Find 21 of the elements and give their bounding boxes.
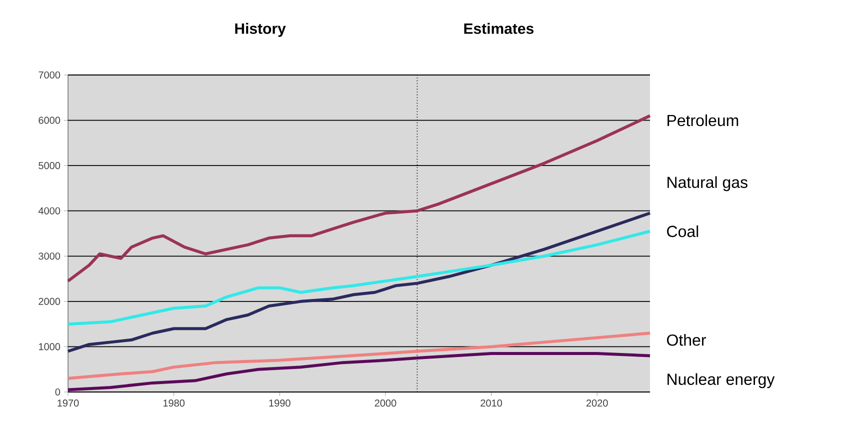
- x-tick-label: 2020: [586, 400, 608, 407]
- y-tick-label: 3000: [38, 252, 60, 260]
- series-label: Natural gas: [668, 176, 748, 192]
- x-tick-label: 2010: [480, 400, 502, 407]
- x-tick-label: 2000: [374, 400, 396, 407]
- x-tick-label: 1990: [269, 400, 290, 407]
- series-label: Other: [666, 334, 706, 346]
- text: History: [235, 22, 286, 37]
- series-label: Petroleum: [668, 114, 738, 126]
- y-tick-label: 0: [55, 388, 60, 396]
- y-tick-label: 2000: [38, 298, 60, 305]
- text: Estimates: [464, 22, 534, 34]
- series-label: Coal: [667, 225, 698, 238]
- series-label: Nuclear energy: [668, 373, 775, 388]
- x-tick-label: 1980: [163, 400, 185, 407]
- y-tick-label: 6000: [38, 116, 60, 124]
- y-tick-label: 4000: [38, 207, 60, 214]
- y-tick-label: 1000: [38, 343, 60, 350]
- x-tick-label: 1970: [58, 400, 79, 407]
- y-tick-label: 7000: [38, 71, 60, 79]
- y-tick-label: 5000: [38, 162, 60, 170]
